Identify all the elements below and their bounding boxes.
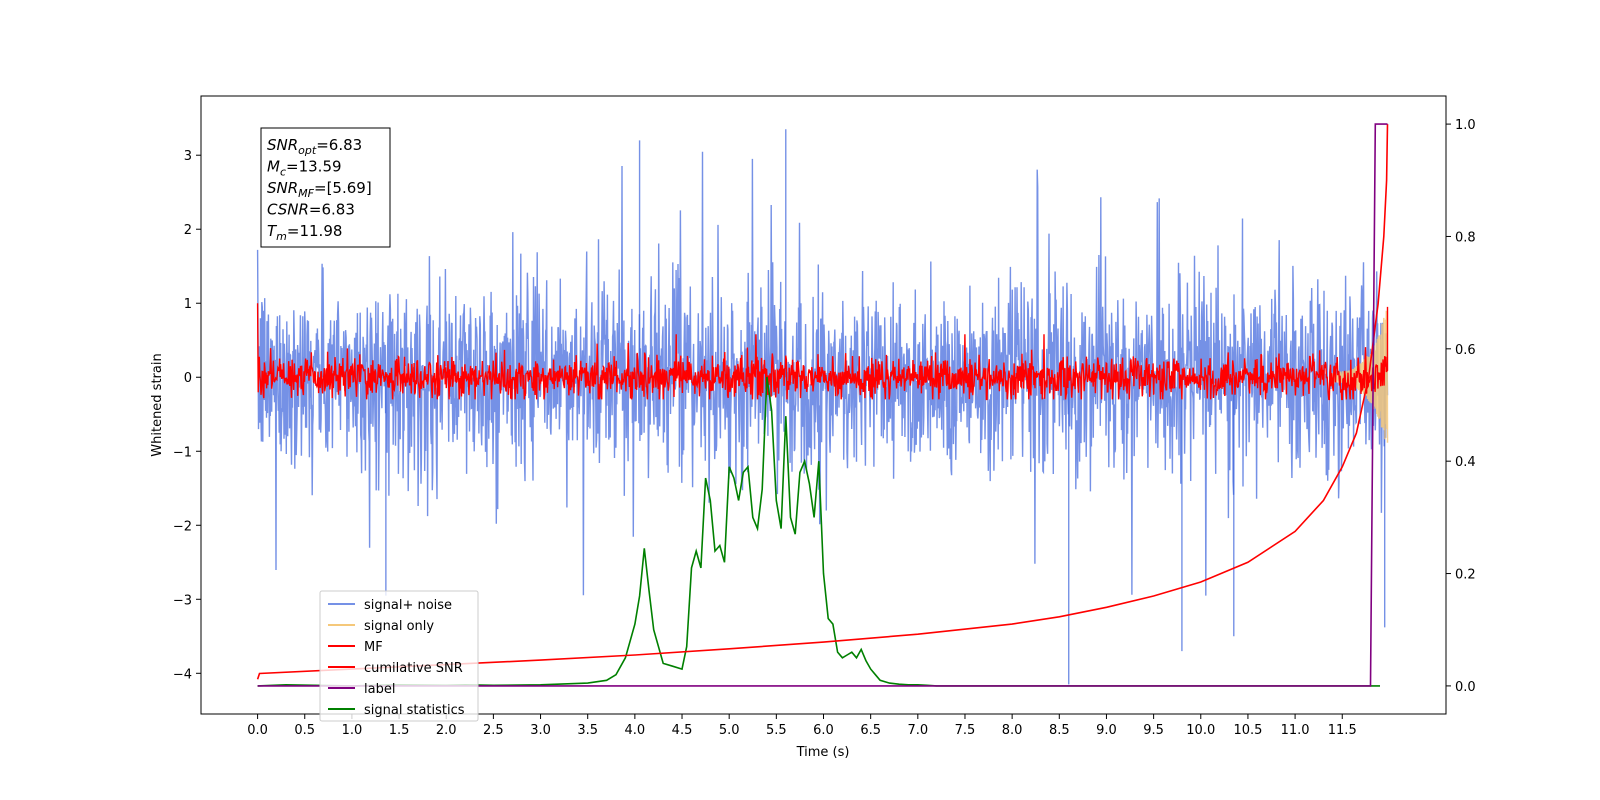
x-tick-label: 5.0 (719, 723, 740, 738)
y2-tick-label: 0.2 (1455, 568, 1476, 583)
annotation-line: SNRopt=6.83 (267, 136, 362, 157)
x-tick-label: 11.0 (1281, 723, 1310, 738)
legend-frame (319, 590, 479, 722)
x-axis: 0.0 0.5 1.0 1.5 2.0 2.5 3.0 3.5 4.0 4.5 5.0 5.5 6.0 6… (247, 714, 1357, 738)
y2-tick-label: 0.0 (1455, 680, 1476, 695)
legend-entry: cumilative SNR (364, 661, 463, 676)
x-tick-label: 11.5 (1328, 723, 1357, 738)
x-tick-label: 9.0 (1096, 723, 1117, 738)
x-tick-label: 0.5 (294, 723, 315, 738)
y-tick-label: 1 (184, 297, 192, 312)
series-signal-noise (256, 151, 1389, 596)
x-tick-label: 4.0 (625, 723, 646, 738)
legend-entry: label (364, 682, 395, 697)
series-cumulative-snr (256, 124, 1389, 680)
y2-tick-label: 0.4 (1455, 455, 1476, 470)
x-tick-label: 1.0 (342, 723, 363, 738)
y-tick-label: −3 (173, 593, 192, 608)
series-label (257, 123, 1388, 687)
annotation-box: SNRopt=6.83Mc=13.59SNRMF=[5.69]CSNR=6.83… (260, 127, 391, 248)
y2-tick-label: 0.8 (1455, 230, 1476, 245)
legend-entry: signal only (364, 619, 434, 634)
y-tick-label: 0 (184, 371, 192, 386)
annotation-line: SNRMF=[5.69] (267, 179, 372, 200)
x-tick-label: 6.5 (860, 723, 881, 738)
x-tick-label: 9.5 (1143, 723, 1164, 738)
x-tick-label: 8.5 (1049, 723, 1070, 738)
x-tick-label: 6.0 (813, 723, 834, 738)
x-tick-label: 4.5 (672, 723, 693, 738)
y2-tick-label: 0.6 (1455, 343, 1476, 358)
y-tick-label: −4 (173, 667, 192, 682)
x-tick-label: 8.0 (1002, 723, 1023, 738)
x-tick-label: 0.0 (247, 723, 268, 738)
y-axis-right: 0.0 0.2 0.4 0.6 0.8 1.0 (1446, 118, 1476, 695)
x-tick-label: 3.0 (530, 723, 551, 738)
series-layer (256, 123, 1389, 687)
annotation-line: CSNR=6.83 (267, 201, 355, 219)
x-tick-label: 7.0 (907, 723, 928, 738)
legend-entry: signal statistics (364, 703, 465, 718)
y-axis-left: −4 −3 −2 −1 0 1 2 3 (173, 149, 201, 682)
y2-tick-label: 1.0 (1455, 118, 1476, 133)
legend-entry: MF (364, 640, 383, 655)
x-tick-label: 10.0 (1186, 723, 1215, 738)
x-axis-label: Time (s) (796, 745, 850, 760)
x-tick-label: 10.5 (1233, 723, 1262, 738)
y-tick-label: −2 (173, 519, 192, 534)
legend: signal+ noise signal only MF cumilative SNR… (319, 590, 479, 722)
series-mf (256, 303, 1389, 401)
series-signal-statistics (257, 376, 1380, 687)
x-tick-label: 7.5 (955, 723, 976, 738)
y-tick-label: 3 (184, 149, 192, 164)
x-tick-label: 5.5 (766, 723, 787, 738)
x-tick-label: 2.0 (436, 723, 457, 738)
annotation-line: Tm=11.98 (267, 222, 342, 243)
x-tick-label: 1.5 (389, 723, 410, 738)
x-tick-label: 2.5 (483, 723, 504, 738)
annotation-line: Mc=13.59 (267, 158, 342, 179)
annotation-frame (260, 127, 391, 248)
y-axis-label: Whitened strain (150, 353, 165, 456)
x-tick-label: 3.5 (577, 723, 598, 738)
legend-entry: signal+ noise (364, 598, 452, 613)
y-tick-label: 2 (184, 223, 192, 238)
y-tick-label: −1 (173, 445, 192, 460)
